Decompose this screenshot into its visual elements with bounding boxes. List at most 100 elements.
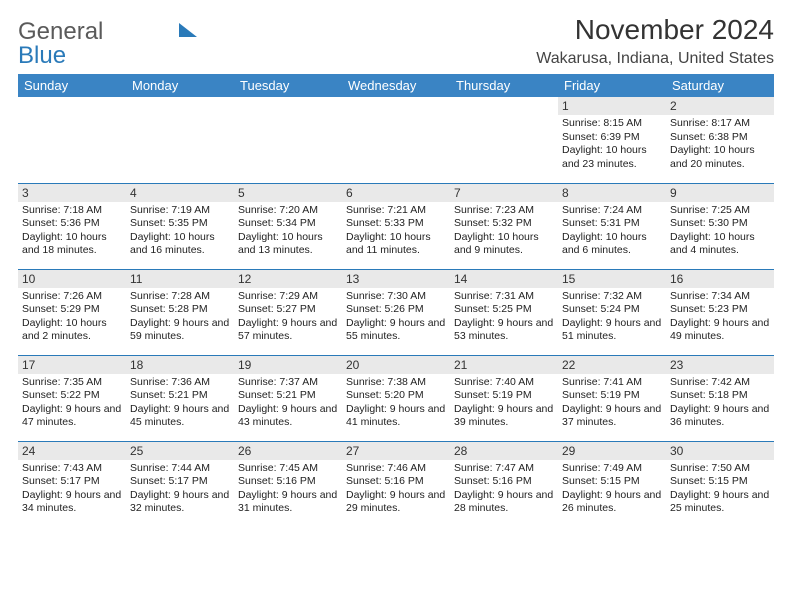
calendar-cell: 1Sunrise: 8:15 AMSunset: 6:39 PMDaylight… <box>558 97 666 183</box>
calendar-cell: 12Sunrise: 7:29 AMSunset: 5:27 PMDayligh… <box>234 269 342 355</box>
calendar-cell: 6Sunrise: 7:21 AMSunset: 5:33 PMDaylight… <box>342 183 450 269</box>
calendar-cell: 23Sunrise: 7:42 AMSunset: 5:18 PMDayligh… <box>666 355 774 441</box>
day-data: Sunrise: 7:25 AMSunset: 5:30 PMDaylight:… <box>666 202 774 263</box>
day-number: 18 <box>126 356 234 374</box>
weekday-row: SundayMondayTuesdayWednesdayThursdayFrid… <box>18 74 774 97</box>
calendar-week: 3Sunrise: 7:18 AMSunset: 5:36 PMDaylight… <box>18 183 774 269</box>
logo-word1: General <box>18 18 103 45</box>
calendar-cell: 19Sunrise: 7:37 AMSunset: 5:21 PMDayligh… <box>234 355 342 441</box>
day-number: 19 <box>234 356 342 374</box>
day-number: 25 <box>126 442 234 460</box>
day-data: Sunrise: 7:35 AMSunset: 5:22 PMDaylight:… <box>18 374 126 435</box>
day-data: Sunrise: 7:31 AMSunset: 5:25 PMDaylight:… <box>450 288 558 349</box>
calendar-cell: 29Sunrise: 7:49 AMSunset: 5:15 PMDayligh… <box>558 441 666 527</box>
day-number: 29 <box>558 442 666 460</box>
day-number: 7 <box>450 184 558 202</box>
location: Wakarusa, Indiana, United States <box>536 50 774 68</box>
day-number: 13 <box>342 270 450 288</box>
day-data: Sunrise: 7:30 AMSunset: 5:26 PMDaylight:… <box>342 288 450 349</box>
calendar-cell: 24Sunrise: 7:43 AMSunset: 5:17 PMDayligh… <box>18 441 126 527</box>
day-number: 17 <box>18 356 126 374</box>
day-number: 11 <box>126 270 234 288</box>
day-number: 14 <box>450 270 558 288</box>
day-data: Sunrise: 7:38 AMSunset: 5:20 PMDaylight:… <box>342 374 450 435</box>
day-number: 12 <box>234 270 342 288</box>
calendar-cell: 26Sunrise: 7:45 AMSunset: 5:16 PMDayligh… <box>234 441 342 527</box>
calendar-cell: 3Sunrise: 7:18 AMSunset: 5:36 PMDaylight… <box>18 183 126 269</box>
day-number: 15 <box>558 270 666 288</box>
day-data: Sunrise: 7:36 AMSunset: 5:21 PMDaylight:… <box>126 374 234 435</box>
weekday-header: Monday <box>126 74 234 97</box>
calendar-cell: 15Sunrise: 7:32 AMSunset: 5:24 PMDayligh… <box>558 269 666 355</box>
day-data: Sunrise: 7:18 AMSunset: 5:36 PMDaylight:… <box>18 202 126 263</box>
calendar-cell: 30Sunrise: 7:50 AMSunset: 5:15 PMDayligh… <box>666 441 774 527</box>
day-number: 3 <box>18 184 126 202</box>
title-block: November 2024 Wakarusa, Indiana, United … <box>536 14 774 68</box>
day-data: Sunrise: 7:42 AMSunset: 5:18 PMDaylight:… <box>666 374 774 435</box>
weekday-header: Sunday <box>18 74 126 97</box>
day-data: Sunrise: 7:44 AMSunset: 5:17 PMDaylight:… <box>126 460 234 521</box>
day-number: 2 <box>666 97 774 115</box>
day-data: Sunrise: 7:19 AMSunset: 5:35 PMDaylight:… <box>126 202 234 263</box>
day-number: 5 <box>234 184 342 202</box>
weekday-header: Saturday <box>666 74 774 97</box>
logo: General Blue <box>18 20 121 68</box>
calendar-cell: 2Sunrise: 8:17 AMSunset: 6:38 PMDaylight… <box>666 97 774 183</box>
day-data: Sunrise: 7:43 AMSunset: 5:17 PMDaylight:… <box>18 460 126 521</box>
day-data: Sunrise: 7:26 AMSunset: 5:29 PMDaylight:… <box>18 288 126 349</box>
day-number: 20 <box>342 356 450 374</box>
calendar-cell: 13Sunrise: 7:30 AMSunset: 5:26 PMDayligh… <box>342 269 450 355</box>
calendar-cell: 18Sunrise: 7:36 AMSunset: 5:21 PMDayligh… <box>126 355 234 441</box>
day-data: Sunrise: 7:50 AMSunset: 5:15 PMDaylight:… <box>666 460 774 521</box>
calendar-cell: .. <box>450 97 558 183</box>
day-data: Sunrise: 7:45 AMSunset: 5:16 PMDaylight:… <box>234 460 342 521</box>
calendar-cell: 4Sunrise: 7:19 AMSunset: 5:35 PMDaylight… <box>126 183 234 269</box>
day-data: Sunrise: 7:24 AMSunset: 5:31 PMDaylight:… <box>558 202 666 263</box>
calendar-cell: 5Sunrise: 7:20 AMSunset: 5:34 PMDaylight… <box>234 183 342 269</box>
calendar-cell: 11Sunrise: 7:28 AMSunset: 5:28 PMDayligh… <box>126 269 234 355</box>
logo-text: General Blue <box>18 20 121 68</box>
calendar-week: 10Sunrise: 7:26 AMSunset: 5:29 PMDayligh… <box>18 269 774 355</box>
month-title: November 2024 <box>536 14 774 46</box>
calendar-week: ..........1Sunrise: 8:15 AMSunset: 6:39 … <box>18 97 774 183</box>
header: General Blue November 2024 Wakarusa, Ind… <box>18 14 774 68</box>
calendar-cell: 20Sunrise: 7:38 AMSunset: 5:20 PMDayligh… <box>342 355 450 441</box>
day-data: Sunrise: 7:49 AMSunset: 5:15 PMDaylight:… <box>558 460 666 521</box>
logo-word2: Blue <box>18 42 66 69</box>
calendar-cell: 9Sunrise: 7:25 AMSunset: 5:30 PMDaylight… <box>666 183 774 269</box>
calendar-table: SundayMondayTuesdayWednesdayThursdayFrid… <box>18 74 774 527</box>
day-data: Sunrise: 7:34 AMSunset: 5:23 PMDaylight:… <box>666 288 774 349</box>
day-number: 4 <box>126 184 234 202</box>
day-data: Sunrise: 7:23 AMSunset: 5:32 PMDaylight:… <box>450 202 558 263</box>
day-number: 10 <box>18 270 126 288</box>
calendar-cell: 28Sunrise: 7:47 AMSunset: 5:16 PMDayligh… <box>450 441 558 527</box>
weekday-header: Friday <box>558 74 666 97</box>
day-data: Sunrise: 7:41 AMSunset: 5:19 PMDaylight:… <box>558 374 666 435</box>
day-number: 8 <box>558 184 666 202</box>
day-data: Sunrise: 7:29 AMSunset: 5:27 PMDaylight:… <box>234 288 342 349</box>
day-number: 28 <box>450 442 558 460</box>
calendar-cell: .. <box>342 97 450 183</box>
day-number: 23 <box>666 356 774 374</box>
day-number: 21 <box>450 356 558 374</box>
day-number: 16 <box>666 270 774 288</box>
day-number: 26 <box>234 442 342 460</box>
day-data: Sunrise: 7:40 AMSunset: 5:19 PMDaylight:… <box>450 374 558 435</box>
calendar-cell: 21Sunrise: 7:40 AMSunset: 5:19 PMDayligh… <box>450 355 558 441</box>
calendar-cell: 27Sunrise: 7:46 AMSunset: 5:16 PMDayligh… <box>342 441 450 527</box>
calendar-cell: 8Sunrise: 7:24 AMSunset: 5:31 PMDaylight… <box>558 183 666 269</box>
calendar-cell: 10Sunrise: 7:26 AMSunset: 5:29 PMDayligh… <box>18 269 126 355</box>
calendar-cell: 25Sunrise: 7:44 AMSunset: 5:17 PMDayligh… <box>126 441 234 527</box>
day-data: Sunrise: 8:17 AMSunset: 6:38 PMDaylight:… <box>666 115 774 176</box>
calendar-cell: .. <box>234 97 342 183</box>
logo-triangle-icon <box>179 0 197 37</box>
day-number: 1 <box>558 97 666 115</box>
weekday-header: Tuesday <box>234 74 342 97</box>
calendar-cell: 17Sunrise: 7:35 AMSunset: 5:22 PMDayligh… <box>18 355 126 441</box>
calendar-cell: 16Sunrise: 7:34 AMSunset: 5:23 PMDayligh… <box>666 269 774 355</box>
day-number: 24 <box>18 442 126 460</box>
calendar-cell: .. <box>126 97 234 183</box>
weekday-header: Wednesday <box>342 74 450 97</box>
day-number: 6 <box>342 184 450 202</box>
day-data: Sunrise: 8:15 AMSunset: 6:39 PMDaylight:… <box>558 115 666 176</box>
